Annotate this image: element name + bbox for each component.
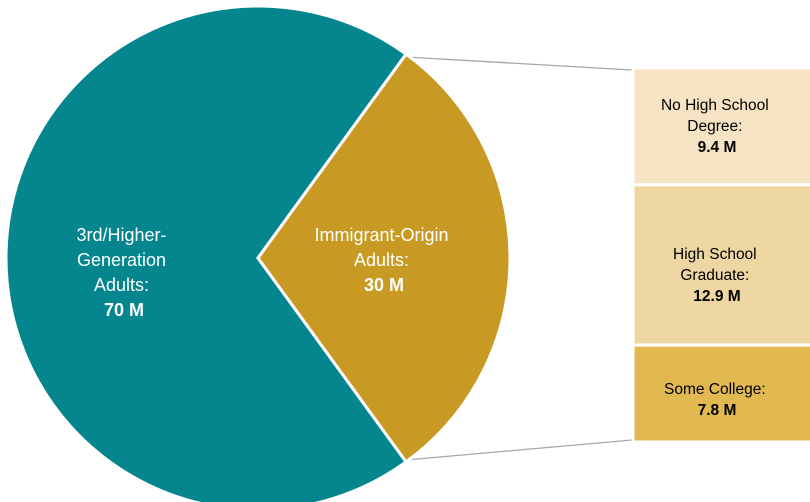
bar-label-high-school-graduate-line-2: Graduate: [680, 267, 749, 284]
connector-line-bottom [405, 439, 633, 461]
bar-segment-no-high-school [631, 66, 810, 187]
bar-value-no-high-school: 9.4 M [698, 139, 737, 156]
bar-segment-some-college [631, 343, 810, 444]
bar-label-some-college-line-1: Some College: [664, 381, 766, 398]
bar-label-high-school-graduate: High School Graduate: 12.9 M [673, 246, 761, 305]
pie-label-main-line-1: 3rd/Higher- [76, 225, 166, 245]
bar-label-no-high-school-line-1: No High School [661, 97, 769, 114]
pie-label-immigrant-line-2: Adults: [354, 250, 409, 270]
bar-value-high-school-graduate: 12.9 M [693, 288, 740, 305]
bar-label-no-high-school-line-2: Degree: [687, 118, 742, 135]
connector-line-top [405, 56, 633, 71]
pie-label-main: 3rd/Higher- Generation Adults: 70 M [76, 225, 171, 320]
bar-label-high-school-graduate-line-1: High School [673, 246, 757, 263]
bar-value-some-college: 7.8 M [698, 402, 737, 419]
pie-slice-immigrant-origin [256, 52, 512, 464]
bar-label-no-high-school: No High School Degree: 9.4 M [661, 97, 773, 156]
pie-label-main-line-2: Generation [77, 250, 166, 270]
pie-value-immigrant: 30 M [364, 275, 404, 295]
pie-slice-3rd-higher-generation [4, 4, 409, 502]
bar-label-some-college: Some College: 7.8 M [664, 381, 770, 419]
pie-label-immigrant: Immigrant-Origin Adults: 30 M [314, 225, 453, 295]
pie-label-immigrant-line-1: Immigrant-Origin [314, 225, 448, 245]
pie-value-main: 70 M [104, 300, 144, 320]
bar-segment-high-school-graduate [631, 183, 810, 347]
pie-label-main-line-3: Adults: [94, 275, 149, 295]
